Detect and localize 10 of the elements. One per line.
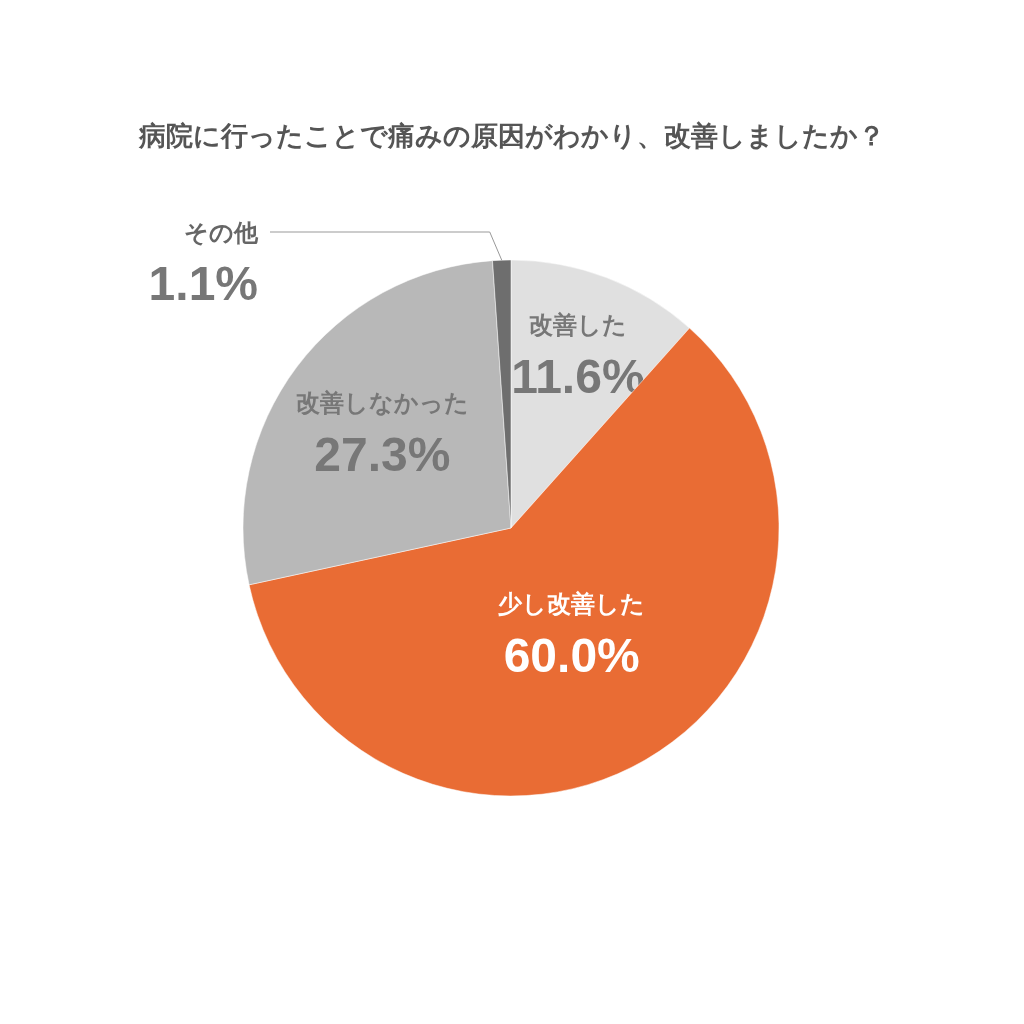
slice-label: 少し改善した <box>498 590 646 618</box>
data-label: 27.3% <box>314 428 451 482</box>
chart-title: 病院に行ったことで痛みの原因がわかり、改善しましたか？ <box>138 121 885 151</box>
data-label: 11.6% <box>511 349 645 403</box>
data-label: 1.1% <box>148 257 258 310</box>
data-label: 60.0% <box>503 629 640 683</box>
slice-label: その他 <box>184 219 259 246</box>
pie-slice <box>492 259 512 529</box>
slice-label: 改善した <box>528 310 627 338</box>
slice-label: 改善しなかった <box>295 389 469 417</box>
